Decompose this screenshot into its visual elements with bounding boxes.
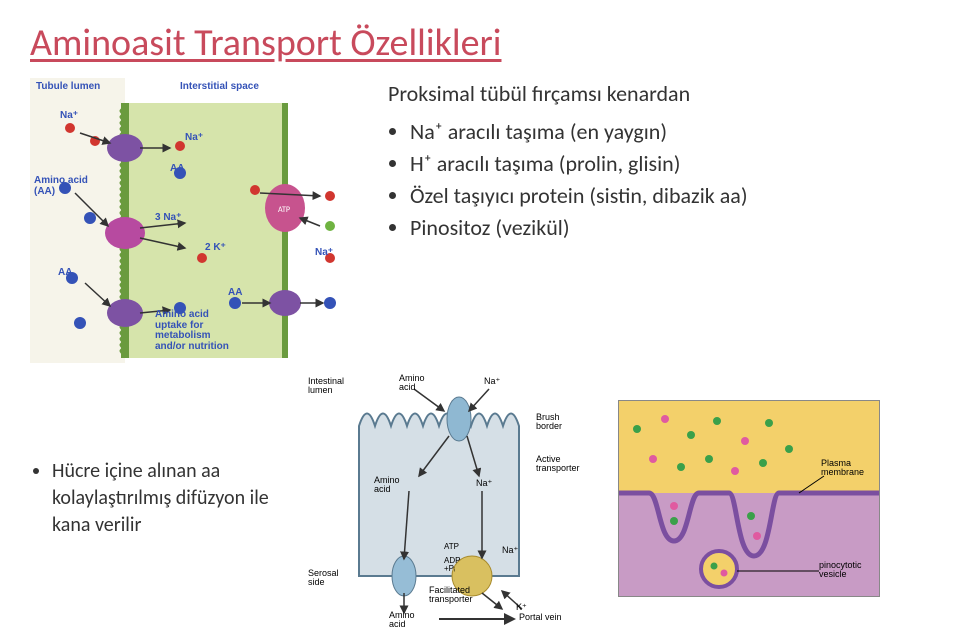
tubule-diagram: ATP (30, 78, 370, 363)
na-label-top: Na⁺ (484, 377, 500, 386)
vesicle-label: pinocytotic vesicle (819, 561, 862, 580)
bullet-4: Pinositoz (vezikül) (410, 212, 930, 244)
adp-label: ADP +Pᵢ (444, 557, 460, 574)
atp-label: ATP (444, 543, 459, 551)
portal-label: Portal vein (519, 613, 562, 622)
aa-full-label: Amino acid (AA) (34, 176, 88, 197)
plasma-label: Plasma membrane (821, 459, 864, 478)
facilitated-label: Facilitated transporter (429, 586, 473, 605)
pinocytosis-diagram: Plasma membrane pinocytotic vesicle (618, 400, 880, 597)
na3-label: 3 Na⁺ (155, 213, 181, 224)
top-row: ATP (30, 78, 930, 363)
k2-label: 2 K⁺ (205, 243, 226, 254)
bottom-row: Hücre içine alınan aa kolaylaştırılmış d… (30, 371, 930, 626)
uptake-label: Amino acid uptake for metabolism and/or … (155, 310, 229, 352)
na-label-2: Na⁺ (185, 133, 203, 144)
na-label-1: Na⁺ (60, 111, 78, 122)
na-label-3: Na⁺ (315, 248, 333, 259)
na-label-bot: Na⁺ (502, 546, 518, 555)
intestinal-lumen-label: Intestinal lumen (308, 377, 344, 396)
interstitial-label: Interstitial space (180, 82, 259, 93)
bullet-list: Na⁺ aracılı taşıma (en yaygın) H⁺ aracıl… (388, 116, 930, 244)
aa-label-top: Amino acid (399, 374, 425, 393)
bullet-1: Na⁺ aracılı taşıma (en yaygın) (410, 116, 930, 148)
bottom-bullet: Hücre içine alınan aa kolaylaştırılmış d… (52, 458, 290, 539)
lead-text: Proksimal tübül fırçamsı kenardan (388, 78, 930, 110)
active-label: Active transporter (536, 455, 580, 474)
serosal-label: Serosal side (308, 569, 339, 588)
brush-label: Brush border (536, 413, 562, 432)
svg-text:ATP: ATP (278, 205, 290, 215)
top-text: Proksimal tübül fırçamsı kenardan Na⁺ ar… (388, 78, 930, 363)
aa-label-mid: Amino acid (374, 476, 400, 495)
aa-label-bot: Amino acid (389, 611, 415, 630)
bullet-3: Özel taşıyıcı protein (sistin, dibazik a… (410, 180, 930, 212)
intestinal-diagram: Intestinal lumen Amino acid Na⁺ Brush bo… (304, 371, 604, 626)
aa-label-3: AA (228, 288, 242, 299)
page-title: Aminoasit Transport Özellikleri (30, 20, 930, 66)
tubule-lumen-label: Tubule lumen (36, 82, 100, 93)
bottom-text: Hücre içine alınan aa kolaylaştırılmış d… (30, 458, 290, 539)
aa-label-2: AA (58, 268, 72, 279)
aa-label-1: AA (170, 164, 184, 175)
bullet-2: H⁺ aracılı taşıma (prolin, glisin) (410, 148, 930, 180)
na-label-mid: Na⁺ (476, 479, 492, 488)
